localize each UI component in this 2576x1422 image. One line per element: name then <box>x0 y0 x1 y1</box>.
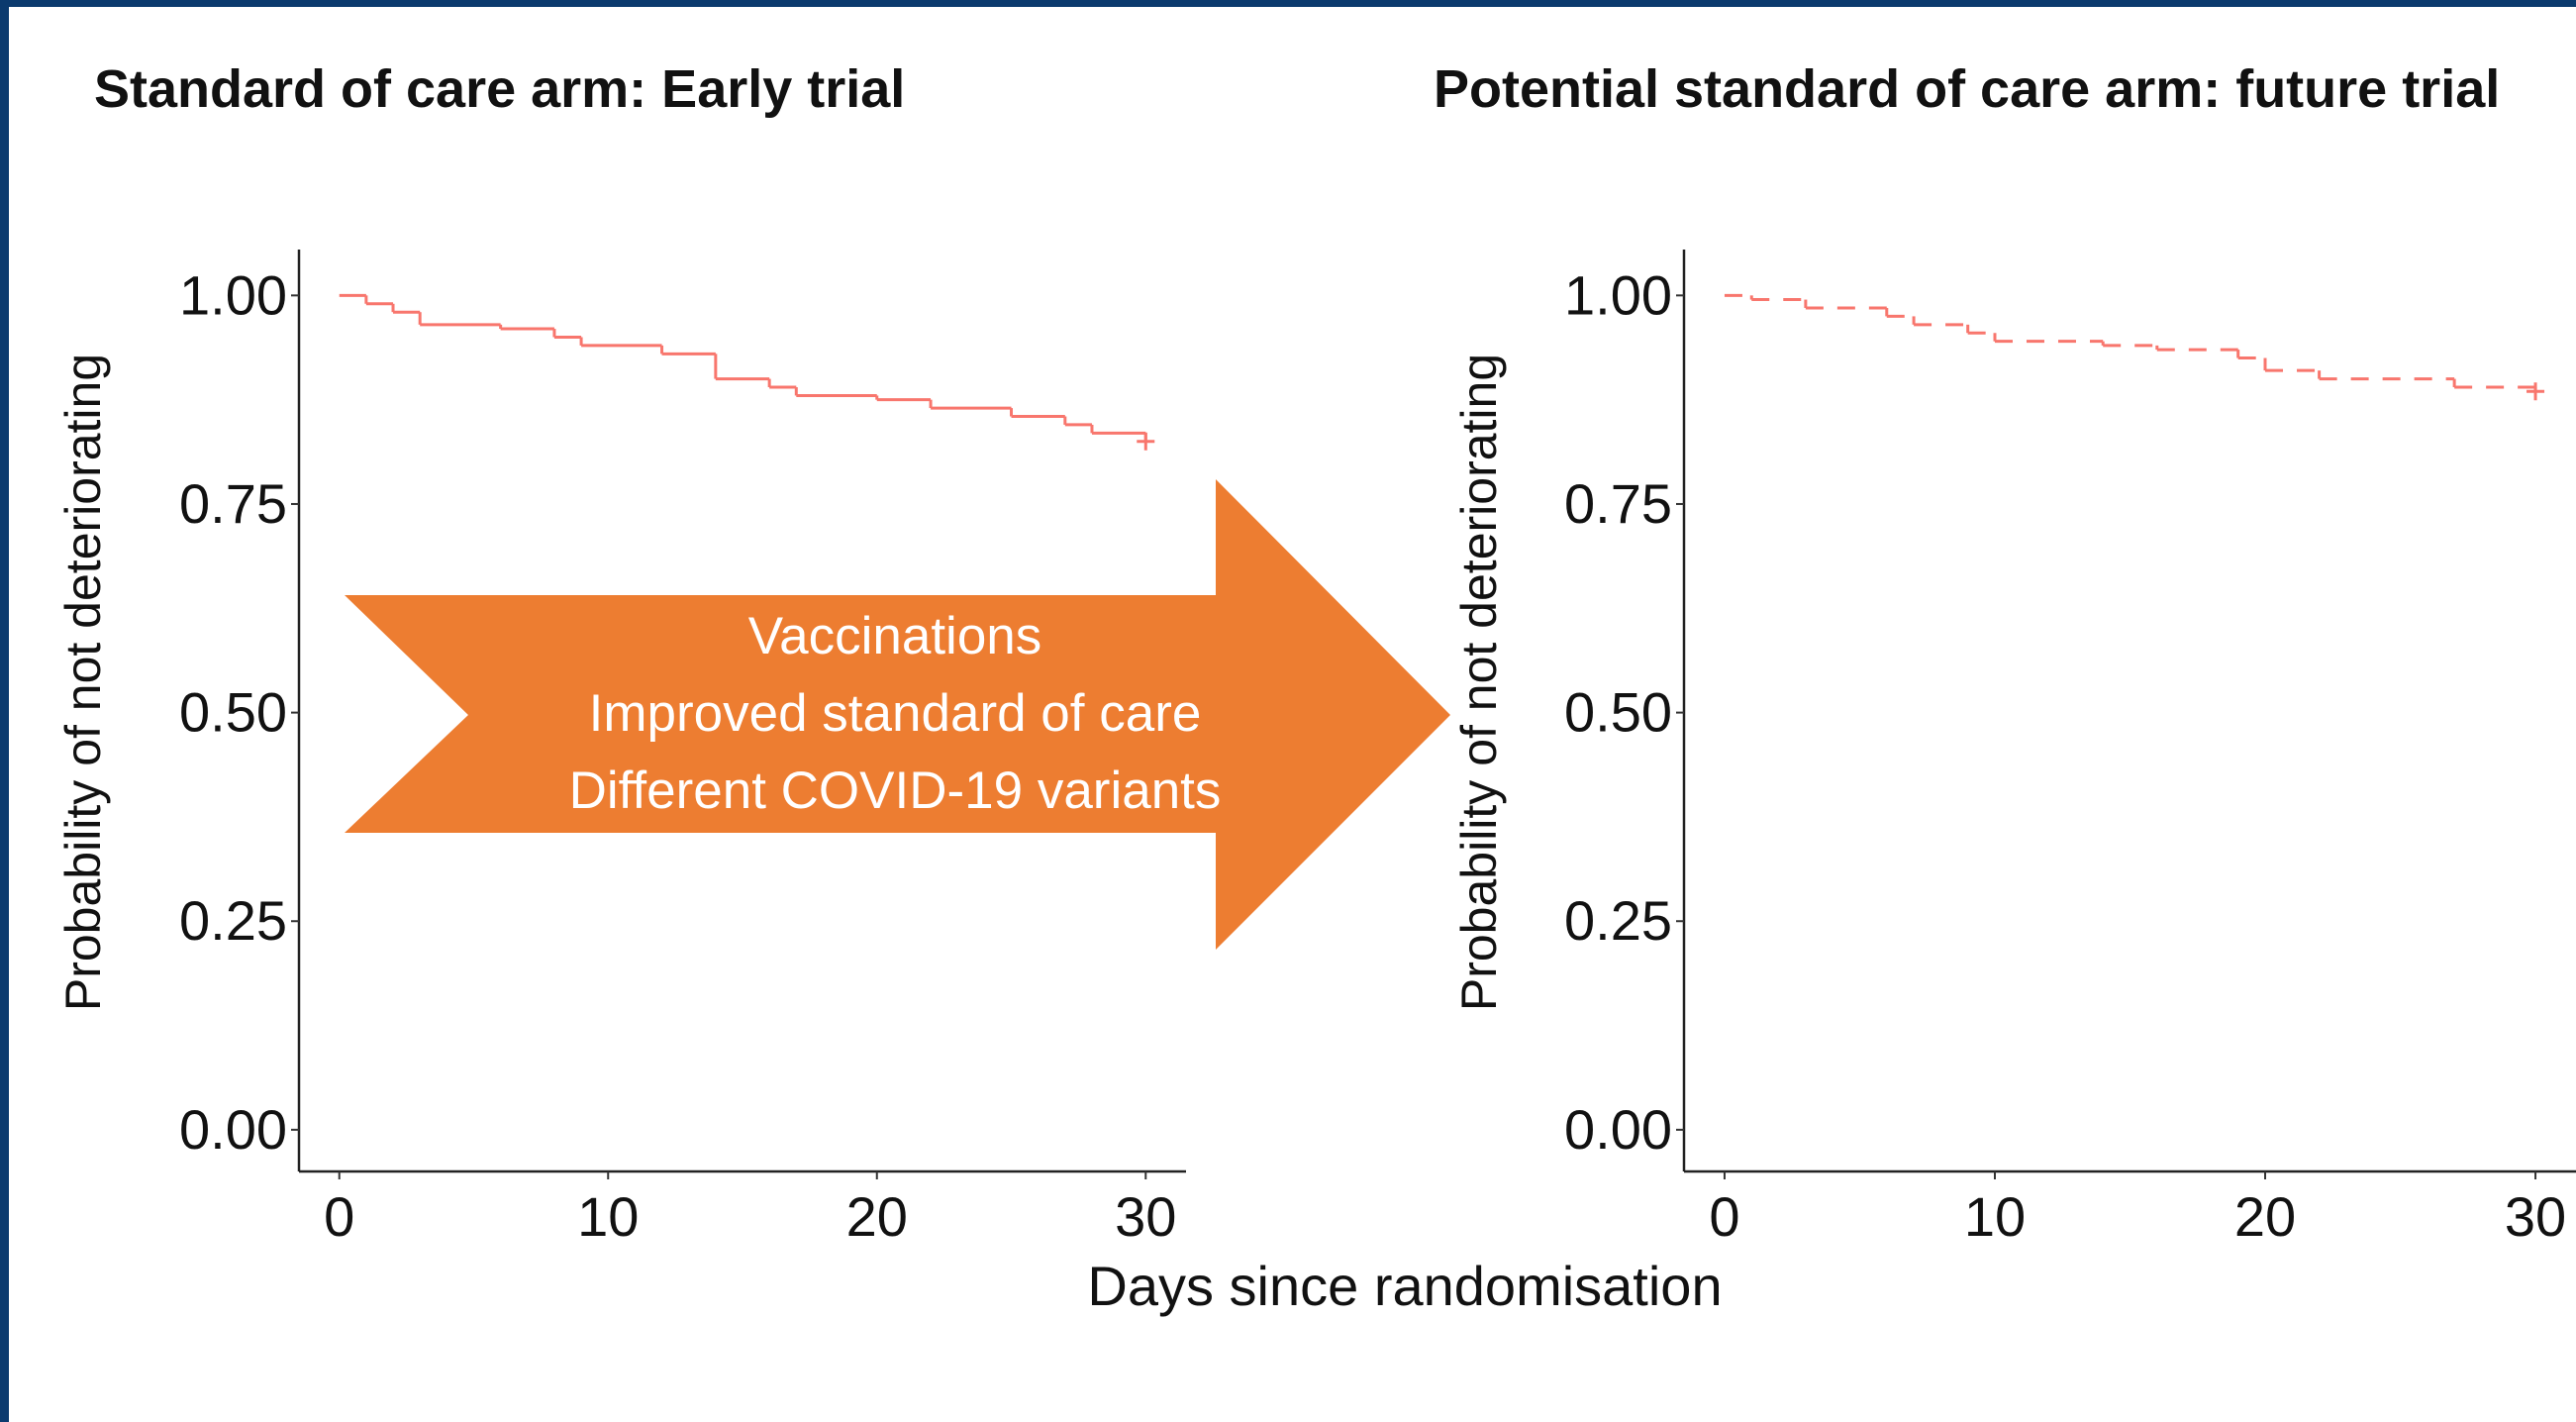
y-tick-label: 0.25 <box>1564 889 1672 952</box>
y-tick-label: 0.25 <box>179 889 287 952</box>
arrow <box>345 479 1450 950</box>
y-tick-label: 1.00 <box>179 263 287 326</box>
x-tick-label: 20 <box>846 1185 908 1248</box>
y-tick-label: 0.75 <box>1564 472 1672 535</box>
x-tick-label: 10 <box>577 1185 639 1248</box>
y-tick-label: 1.00 <box>1564 263 1672 326</box>
y-tick-label: 0.00 <box>1564 1098 1672 1161</box>
x-tick-label: 10 <box>1964 1185 2026 1248</box>
x-tick-label: 0 <box>1709 1185 1739 1248</box>
y-tick-label: 0.50 <box>1564 681 1672 744</box>
x-tick-label: 30 <box>2505 1185 2566 1248</box>
arrow-text: Improved standard of care <box>589 684 1202 743</box>
x-tick-label: 30 <box>1115 1185 1176 1248</box>
censor-mark <box>2526 382 2545 401</box>
chart-title: Potential standard of care arm: future t… <box>1434 59 2500 119</box>
y-axis-label: Probability of not deteriorating <box>55 354 111 1011</box>
y-tick-label: 0.75 <box>179 472 287 535</box>
x-tick-label: 0 <box>324 1185 354 1248</box>
arrow-text: Different COVID-19 variants <box>569 762 1222 820</box>
y-axis-label: Probability of not deteriorating <box>1451 354 1507 1011</box>
y-tick-label: 0.00 <box>179 1098 287 1161</box>
x-tick-label: 20 <box>2234 1185 2296 1248</box>
chart-title: Standard of care arm: Early trial <box>94 59 905 119</box>
y-tick-label: 0.50 <box>179 681 287 744</box>
x-axis-label: Days since randomisation <box>1087 1255 1722 1317</box>
arrow-text: Vaccinations <box>748 607 1042 665</box>
censor-mark <box>1137 432 1155 451</box>
